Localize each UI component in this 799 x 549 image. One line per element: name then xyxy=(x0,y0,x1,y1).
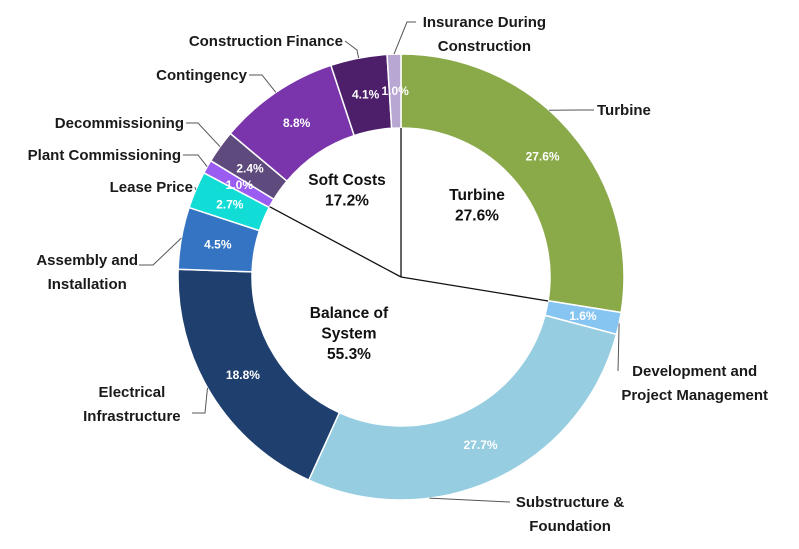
data-label-lease-price: 2.7% xyxy=(216,197,244,211)
data-label-plant-commissioning: 1.0% xyxy=(226,178,254,192)
data-label-construction-finance: 4.1% xyxy=(352,87,380,101)
label-construction-finance: Construction Finance xyxy=(189,33,343,50)
data-label-assembly-and-installation: 4.5% xyxy=(204,238,232,252)
label-contingency: Contingency xyxy=(156,67,247,84)
data-label-contingency: 8.8% xyxy=(283,116,311,130)
label-electrical-infrastructure: Electrical Infrastructure xyxy=(83,384,181,425)
label-insurance-during-construction: Insurance During Construction xyxy=(423,14,546,55)
data-label-development-and-project-management: 1.6% xyxy=(569,309,597,323)
leader-lines xyxy=(139,21,620,503)
leader-construction-finance xyxy=(344,40,360,59)
label-development-and-project-management: Development and Project Management xyxy=(621,363,768,404)
category-labels: 27.6% 1.6% 27.7% 18.8% 4.5% 2.7% 1.0% 2.4% 8.8% 4… xyxy=(28,14,768,535)
label-decommissioning: Decommissioning xyxy=(55,115,184,132)
label-substructure-and-foundation: Substructure & Foundation xyxy=(516,494,625,535)
inner-pie xyxy=(253,128,549,425)
data-label-insurance-during-construction: 1.0% xyxy=(381,84,409,98)
leader-decommissioning xyxy=(186,122,221,148)
leader-contingency xyxy=(249,74,277,93)
data-label-turbine: 27.6% xyxy=(526,149,560,163)
label-assembly-and-installation: Assembly and Installation xyxy=(36,252,138,293)
data-label-substructure-and-foundation: 27.7% xyxy=(464,438,498,452)
segment-turbine xyxy=(400,53,625,314)
inner-divider-soft-costs xyxy=(269,206,402,278)
data-label-electrical-infrastructure: 18.8% xyxy=(226,368,260,382)
leader-plant-commissioning xyxy=(183,154,208,168)
label-lease-price: Lease Price xyxy=(110,179,193,196)
inner-label-balance-of-system: Balance of System 55.3% xyxy=(310,305,389,363)
leader-substructure-and-foundation xyxy=(429,497,511,503)
inner-divider-balance-of-system xyxy=(400,276,549,302)
label-turbine: Turbine xyxy=(597,102,651,119)
leader-lease-price xyxy=(194,186,197,191)
segment-substructure-and-foundation xyxy=(307,314,618,501)
data-label-decommissioning: 2.4% xyxy=(236,161,264,175)
leader-electrical-infrastructure xyxy=(192,387,208,414)
leader-insurance-during-construction xyxy=(393,21,416,55)
inner-label-turbine: Turbine 27.6% xyxy=(449,187,505,225)
leader-assembly-and-installation xyxy=(139,237,182,266)
inner-label-soft-costs: Soft Costs 17.2% xyxy=(308,172,386,210)
label-plant-commissioning: Plant Commissioning xyxy=(28,147,181,164)
leader-development-and-project-management xyxy=(617,323,620,372)
outer-ring xyxy=(177,53,625,501)
